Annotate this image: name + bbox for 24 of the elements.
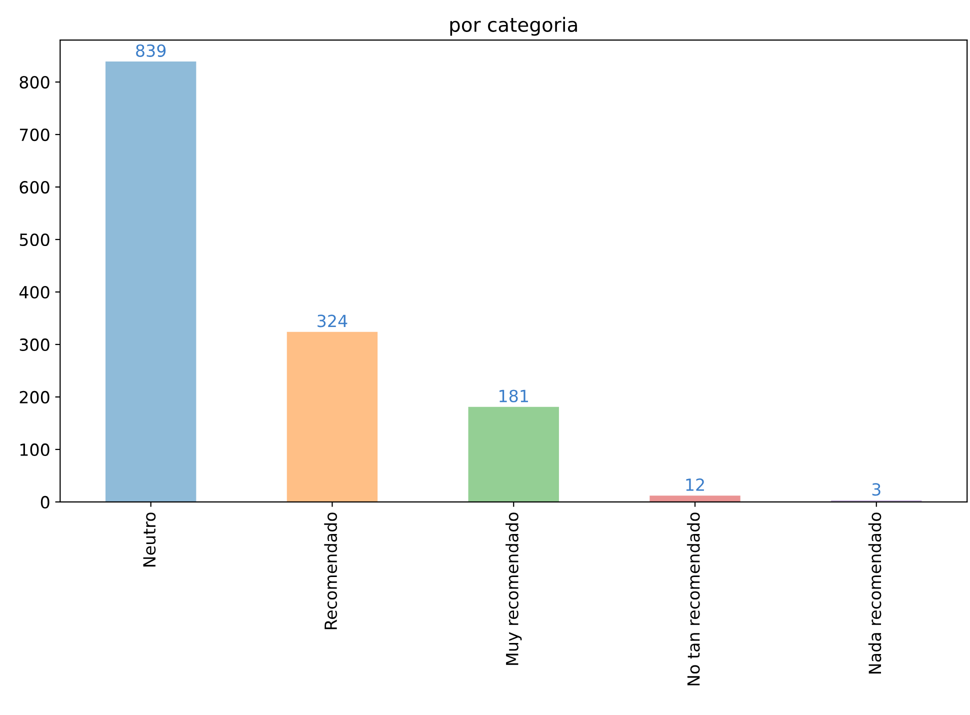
y-tick-label: 100 — [20, 443, 50, 456]
y-tick-label: 600 — [20, 180, 50, 194]
x-tick-label: Neutro — [143, 512, 156, 567]
x-tick-label: No tan recomendado — [686, 512, 700, 686]
x-tick-label: Nada recomendado — [868, 512, 882, 674]
y-tick-label: 0 — [40, 496, 50, 508]
chart-title: por categoria — [450, 16, 577, 36]
bar — [468, 406, 559, 502]
y-tick-label: 300 — [20, 338, 50, 352]
bar — [650, 496, 740, 502]
data-label: 12 — [686, 478, 704, 491]
y-tick-label: 700 — [20, 128, 50, 142]
data-label: 181 — [500, 390, 528, 402]
y-tick-label: 800 — [20, 76, 50, 89]
x-tick-label: Muy recomendado — [506, 512, 522, 665]
data-label: 3 — [872, 483, 880, 496]
bar — [105, 62, 196, 502]
data-label: 324 — [318, 314, 348, 328]
x-tick-label: Recomendado — [324, 512, 338, 630]
y-tick-label: 400 — [19, 286, 50, 299]
data-label: 839 — [136, 44, 166, 57]
y-tick-label: 500 — [20, 233, 50, 246]
y-tick-label: 200 — [20, 390, 50, 404]
bar — [286, 332, 378, 502]
